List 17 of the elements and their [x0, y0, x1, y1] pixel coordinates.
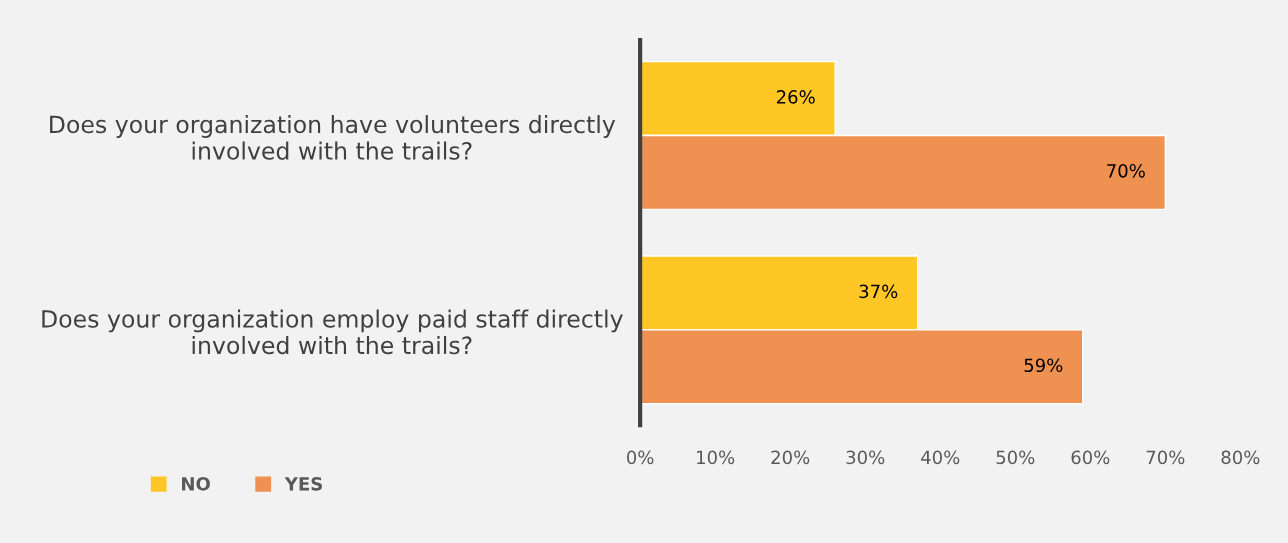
x-tick-label: 30% — [846, 450, 885, 465]
x-tick-label: 40% — [921, 450, 960, 465]
data-label: 70% — [1107, 163, 1145, 178]
x-tick-label: 60% — [1071, 450, 1110, 465]
x-tick-label: 80% — [1221, 450, 1260, 465]
x-tick-label: 20% — [771, 450, 810, 465]
legend-label: YES — [284, 477, 322, 491]
y-tick-label: Does your organization have volunteers directly involved with the trails? — [50, 115, 616, 160]
legend-label: NO — [182, 477, 210, 491]
y-tick-label: Does your organization employ paid staff directly involved with the trails? — [42, 309, 623, 355]
data-label: 37% — [859, 284, 898, 299]
x-tick-label: 10% — [697, 450, 735, 465]
data-label: 26% — [776, 90, 815, 104]
x-tick-label: 0% — [627, 450, 654, 465]
x-tick-label: 70% — [1146, 450, 1185, 465]
x-tick-label: 50% — [996, 450, 1035, 465]
data-label: 59% — [1024, 358, 1063, 373]
